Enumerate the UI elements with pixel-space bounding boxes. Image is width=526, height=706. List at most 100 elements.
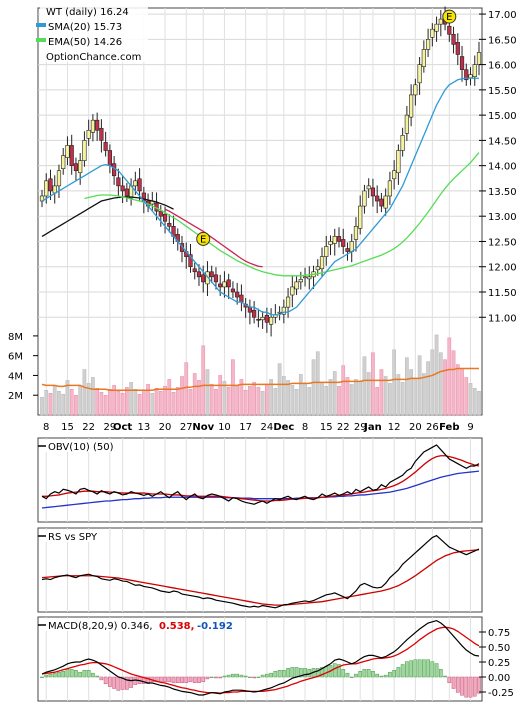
x-tick-label: Nov bbox=[192, 422, 214, 433]
macd-histogram-bar bbox=[396, 667, 401, 678]
macd-histogram-bar bbox=[197, 676, 201, 684]
candle-body bbox=[396, 150, 401, 174]
volume-bar bbox=[337, 386, 341, 416]
volume-bar bbox=[154, 388, 159, 416]
candle-body bbox=[476, 52, 482, 65]
candle-body bbox=[44, 180, 49, 197]
ema-legend-swatch bbox=[36, 38, 46, 42]
macd-histogram-bar bbox=[265, 673, 269, 678]
macd-tick-label: 0.50 bbox=[488, 643, 510, 654]
volume-bar bbox=[273, 388, 278, 416]
macd-histogram-bar bbox=[163, 676, 167, 683]
volume-bar bbox=[226, 387, 231, 416]
x-tick-label: 13 bbox=[137, 422, 150, 433]
sma-legend-swatch bbox=[36, 23, 46, 27]
obv-signal-50 bbox=[41, 470, 480, 509]
volume-bar bbox=[180, 376, 184, 416]
candle-body bbox=[319, 256, 325, 270]
volume-bar bbox=[464, 377, 469, 416]
volume-bar bbox=[320, 382, 324, 416]
x-tick-label: 29 bbox=[354, 422, 367, 433]
macd-histogram-bar bbox=[269, 672, 273, 678]
sma-legend-label: SMA(20) 15.73 bbox=[48, 22, 122, 33]
macd-histogram-bar bbox=[235, 673, 240, 678]
volume-bar bbox=[362, 356, 367, 416]
x-tick-label: 20 bbox=[159, 422, 172, 433]
macd-histogram-bar bbox=[438, 669, 443, 678]
candle-body bbox=[345, 248, 350, 252]
macd-histogram-bar bbox=[362, 669, 367, 678]
macd-histogram-bar bbox=[61, 670, 66, 678]
macd-histogram-bar bbox=[290, 667, 295, 678]
macd-histogram-bar bbox=[417, 659, 422, 678]
volume-tick-label: 6M bbox=[8, 352, 23, 363]
obv-title: OBV(10) (50) bbox=[48, 442, 114, 453]
candle-body bbox=[78, 160, 83, 174]
obv-legend: OBV(10) (50) bbox=[38, 440, 118, 453]
price-tick-label: 12.00 bbox=[488, 263, 517, 274]
volume-bar bbox=[460, 369, 464, 416]
volume-bar bbox=[256, 387, 261, 416]
candle-body bbox=[392, 170, 397, 180]
candle-body bbox=[239, 294, 244, 303]
macd-histogram-bar bbox=[99, 676, 104, 681]
volume-bar bbox=[286, 380, 290, 416]
macd-histogram-bar bbox=[146, 676, 150, 684]
macd-histogram-bar bbox=[298, 668, 303, 678]
volume-bar bbox=[298, 374, 303, 416]
volume-bar bbox=[146, 384, 150, 416]
volume-bar bbox=[311, 359, 316, 416]
macd-line bbox=[41, 619, 480, 696]
volume-bar bbox=[141, 390, 146, 416]
x-tick-label: 15 bbox=[320, 422, 333, 433]
candle-body bbox=[213, 274, 219, 283]
macd-histogram-bar bbox=[426, 659, 430, 678]
earnings-marker-label: E bbox=[446, 12, 452, 23]
macd-histogram-bar bbox=[421, 659, 426, 678]
volume-bar bbox=[434, 334, 439, 416]
macd-histogram-bar bbox=[184, 676, 189, 684]
candle-body bbox=[65, 145, 70, 158]
macd-histogram-bar bbox=[133, 676, 138, 685]
volume-bar bbox=[69, 389, 74, 416]
x-tick-label: 9 bbox=[467, 422, 473, 433]
volume-bar bbox=[472, 388, 477, 416]
macd-legend: MACD(8,20,9) 0.346, 0.538, -0.192 bbox=[38, 619, 233, 632]
volume-bar bbox=[281, 376, 286, 416]
volume-bar bbox=[205, 369, 210, 416]
macd-histogram-bar bbox=[192, 676, 197, 684]
volume-bar bbox=[438, 352, 443, 416]
candle-body bbox=[421, 49, 426, 67]
candle-body bbox=[99, 127, 104, 141]
price-tick-label: 14.00 bbox=[488, 162, 517, 173]
candle-body bbox=[290, 286, 295, 296]
macd-histogram-bar bbox=[201, 676, 206, 683]
macd-histogram-bar bbox=[239, 674, 244, 678]
macd-histogram-bar bbox=[366, 669, 371, 678]
volume-tick-label: 2M bbox=[8, 391, 23, 402]
macd-histogram-bar bbox=[341, 669, 346, 678]
candle-body bbox=[353, 226, 359, 240]
price-panel bbox=[37, 7, 483, 416]
earnings-marker bbox=[196, 231, 211, 246]
price-candles bbox=[39, 6, 482, 337]
price-tick-label: 11.00 bbox=[488, 313, 517, 324]
macd-histogram-bar bbox=[188, 676, 193, 683]
candle-body bbox=[430, 28, 435, 38]
macd-histogram-bar bbox=[455, 676, 460, 693]
volume-bar bbox=[44, 390, 49, 416]
macd-tick-label: 0.25 bbox=[488, 658, 510, 669]
volume-bar bbox=[133, 389, 138, 416]
volume-bar bbox=[120, 392, 125, 416]
macd-histogram-bar bbox=[430, 661, 435, 678]
candle-body bbox=[188, 254, 193, 268]
volume-bar bbox=[383, 376, 388, 416]
macd-histogram-bar bbox=[125, 676, 129, 690]
macd-histogram-bar bbox=[112, 676, 116, 689]
volume-bar bbox=[354, 379, 358, 416]
macd-tick-label: 0.00 bbox=[488, 673, 510, 684]
macd-histogram-bar bbox=[464, 676, 469, 698]
volume-bar bbox=[396, 374, 401, 416]
volume-bar bbox=[235, 385, 240, 416]
volume-bar bbox=[222, 381, 227, 416]
